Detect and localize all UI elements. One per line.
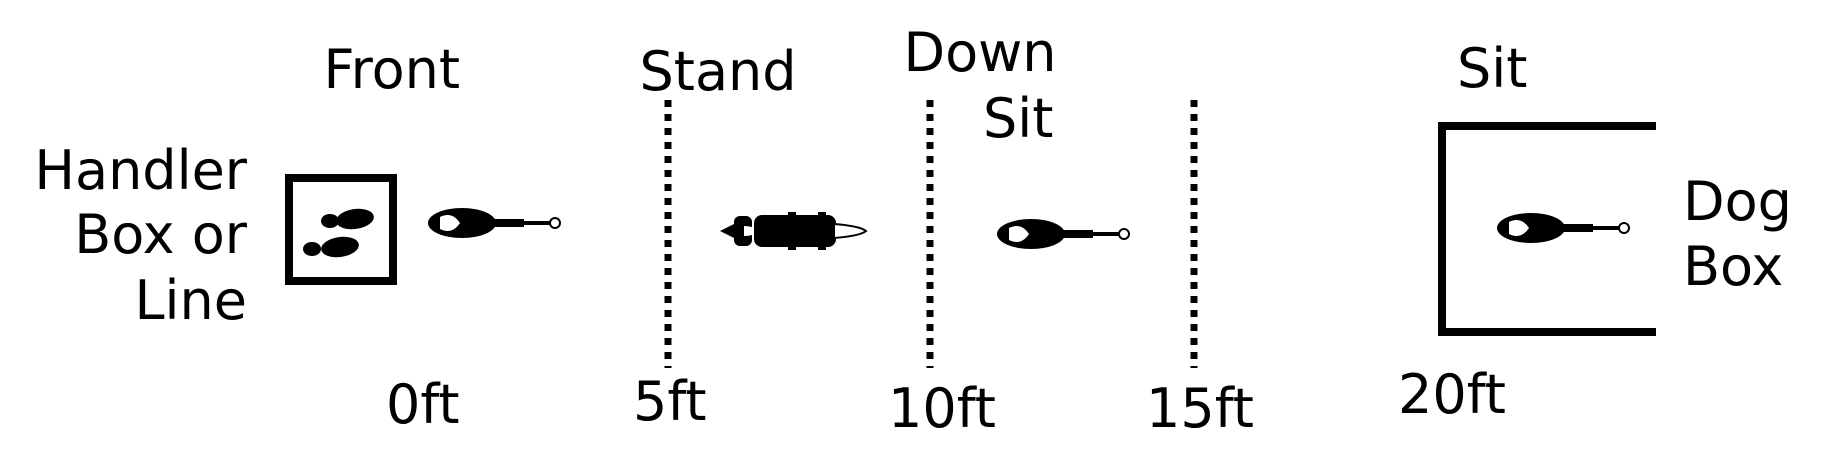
position-sit-label: Sit [1457, 37, 1528, 100]
handler-box-label-line1: Handler [34, 139, 247, 202]
position-front-label: Front [323, 38, 461, 101]
dog-stand-topview-icon [720, 212, 868, 250]
distance-tick-label: 5ft [633, 370, 707, 433]
position-down-label: Down [903, 21, 1057, 84]
dog-box [1438, 122, 1656, 336]
handler-box-label-line3: Line [134, 269, 247, 332]
position-down-sit-label: Sit [983, 87, 1054, 150]
dog-sit-topview-icon [1497, 213, 1630, 243]
distance-tick-label: 15ft [1146, 377, 1254, 440]
dog-sit-topview-icon [997, 219, 1130, 249]
position-stand-label: Stand [639, 40, 797, 103]
handler-box [285, 174, 397, 285]
distance-tick-label: 0ft [386, 373, 460, 436]
dog-sit-topview-icon [428, 208, 561, 238]
dog-box-label-line1: Dog [1683, 170, 1792, 233]
dog-box-label-line2: Box [1683, 235, 1784, 298]
footprints-icon [303, 208, 374, 258]
distance-tick-label: 20ft [1398, 363, 1506, 426]
handler-box-label-line2: Box or [74, 203, 247, 266]
distance-tick-label: 10ft [888, 377, 996, 440]
